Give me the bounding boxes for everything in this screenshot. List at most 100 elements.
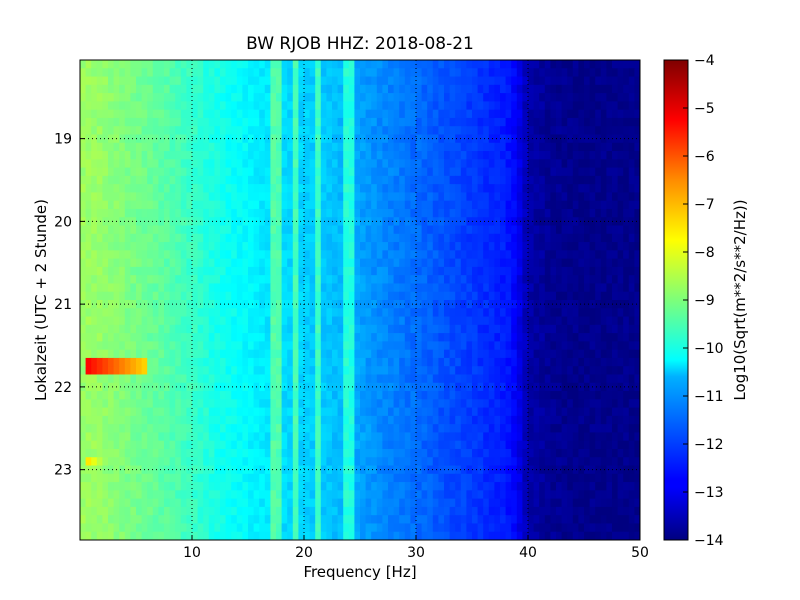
heatmap-cell <box>511 465 518 475</box>
heatmap-cell <box>572 184 579 194</box>
heatmap-cell <box>427 316 434 326</box>
heatmap-cell <box>539 76 546 86</box>
heatmap-cell <box>248 208 255 218</box>
heatmap-cell <box>337 109 344 119</box>
heatmap-cell <box>276 333 283 342</box>
heatmap-cell <box>80 448 87 458</box>
heatmap-cell <box>623 457 630 467</box>
heatmap-cell <box>108 184 115 194</box>
heatmap-cell <box>80 117 87 127</box>
heatmap-cell <box>158 109 165 119</box>
heatmap-cell <box>315 341 322 351</box>
heatmap-cell <box>544 93 551 102</box>
heatmap-cell <box>528 200 535 210</box>
heatmap-cell <box>326 175 333 185</box>
heatmap-cell <box>421 316 428 326</box>
heatmap-cell <box>186 266 193 276</box>
heatmap-cell <box>225 76 232 86</box>
heatmap-cell <box>444 192 451 202</box>
heatmap-cell <box>634 159 640 169</box>
heatmap-cell <box>96 333 103 342</box>
heatmap-cell <box>85 283 92 293</box>
heatmap-cell <box>231 407 238 417</box>
heatmap-cell <box>360 109 367 119</box>
heatmap-cell <box>264 208 271 218</box>
heatmap-cell <box>96 68 103 78</box>
heatmap-cell <box>612 399 619 409</box>
heatmap-cell <box>522 300 529 309</box>
heatmap-cell <box>208 399 215 409</box>
heatmap-cell <box>600 192 607 202</box>
heatmap-cell <box>533 333 540 342</box>
heatmap-cell <box>561 76 568 86</box>
heatmap-cell <box>544 126 551 136</box>
heatmap-cell <box>371 109 378 119</box>
heatmap-cell <box>376 424 383 434</box>
heatmap-cell <box>567 68 574 78</box>
heatmap-cell <box>522 60 529 69</box>
heatmap-cell <box>102 217 109 227</box>
heatmap-cell <box>130 407 137 417</box>
heatmap-cell <box>169 225 176 235</box>
heatmap-cell <box>326 266 333 276</box>
heatmap-cell <box>292 366 299 376</box>
heatmap-cell <box>528 316 535 326</box>
heatmap-cell <box>466 117 473 127</box>
heatmap-cell <box>186 109 193 119</box>
heatmap-cell <box>315 250 322 260</box>
heatmap-cell <box>472 300 479 309</box>
heatmap-cell <box>332 266 339 276</box>
heatmap-cell <box>365 184 372 194</box>
heatmap-cell <box>343 151 350 160</box>
heatmap-cell <box>270 208 277 218</box>
heatmap-cell <box>511 415 518 425</box>
heatmap-cell <box>544 382 551 392</box>
heatmap-cell <box>444 117 451 127</box>
heatmap-cell <box>488 142 495 152</box>
heatmap-cell <box>141 76 148 86</box>
heatmap-cell <box>348 159 355 169</box>
heatmap-cell <box>124 291 131 301</box>
heatmap-cell <box>623 448 630 458</box>
heatmap-cell <box>80 233 87 243</box>
heatmap-cell <box>466 415 473 425</box>
heatmap-cell <box>539 407 546 417</box>
heatmap-cell <box>147 192 154 202</box>
heatmap-cell <box>483 341 490 351</box>
heatmap-cell <box>287 333 294 342</box>
heatmap-cell <box>539 399 546 409</box>
heatmap-cell <box>208 225 215 235</box>
heatmap-cell <box>164 357 171 367</box>
heatmap-cell <box>96 266 103 276</box>
heatmap-cell <box>376 167 383 177</box>
heatmap-cell <box>505 432 512 442</box>
heatmap-cell <box>416 68 423 78</box>
heatmap-cell <box>388 134 395 144</box>
heatmap-cell <box>460 266 467 276</box>
heatmap-cell <box>572 308 579 318</box>
heatmap-cell <box>500 349 507 359</box>
heatmap-cell <box>528 250 535 260</box>
heatmap-cell <box>332 60 339 69</box>
heatmap-cell <box>628 242 635 251</box>
heatmap-cell <box>147 117 154 127</box>
heatmap-cell <box>343 283 350 293</box>
heatmap-cell <box>119 308 126 318</box>
heatmap-cell <box>264 126 271 136</box>
heatmap-cell <box>522 192 529 202</box>
heatmap-cell <box>203 283 210 293</box>
heatmap-cell <box>326 159 333 169</box>
heatmap-cell <box>600 448 607 458</box>
heatmap-cell <box>320 300 327 309</box>
heatmap-cell <box>152 407 159 417</box>
heatmap-cell <box>494 333 501 342</box>
heatmap-cell <box>533 415 540 425</box>
heatmap-cell <box>124 134 131 144</box>
heatmap-cell <box>494 291 501 301</box>
heatmap-cell <box>511 159 518 169</box>
heatmap-cell <box>472 208 479 218</box>
heatmap-cell <box>180 175 187 185</box>
heatmap-cell <box>332 101 339 111</box>
heatmap-cell <box>136 316 143 326</box>
heatmap-cell <box>511 374 518 384</box>
